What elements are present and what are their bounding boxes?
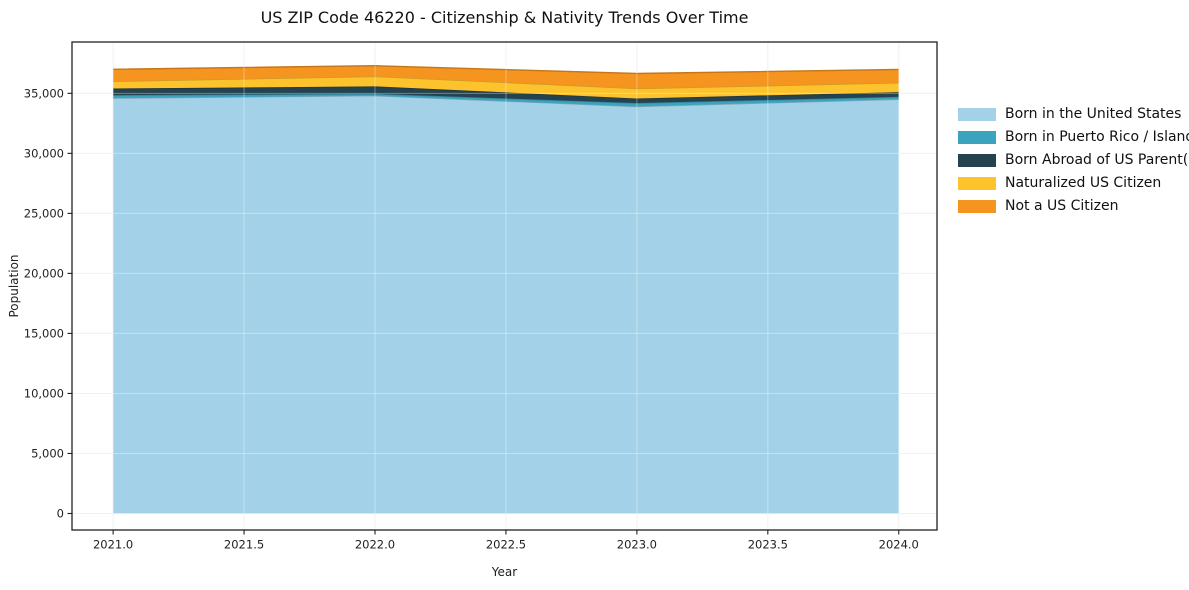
area-series-1 xyxy=(113,93,899,107)
area-edge-4 xyxy=(113,65,899,75)
y-tick-label: 0 xyxy=(57,506,64,520)
axis-frame xyxy=(71,41,938,531)
y-tick-label: 30,000 xyxy=(24,146,64,160)
x-tick-label: 2021.5 xyxy=(224,538,264,552)
area-series-3 xyxy=(113,76,899,99)
y-tick-label: 10,000 xyxy=(24,386,64,400)
legend-swatch-0 xyxy=(958,108,996,121)
legend-swatch-2 xyxy=(958,154,996,167)
area-series-0 xyxy=(113,95,899,514)
y-tick-label: 25,000 xyxy=(24,206,64,220)
chart-title: US ZIP Code 46220 - Citizenship & Nativi… xyxy=(260,8,749,27)
legend-label-1: Born in Puerto Rico / Islands xyxy=(1005,129,1189,145)
y-tick-label: 15,000 xyxy=(24,326,64,340)
legend-label-0: Born in the United States xyxy=(1005,106,1182,122)
legend-label-3: Naturalized US Citizen xyxy=(1005,175,1162,191)
legend-swatch-3 xyxy=(958,177,996,190)
x-tick-label: 2023.5 xyxy=(748,538,788,552)
x-tick-label: 2021.0 xyxy=(93,538,133,552)
x-tick-label: 2022.5 xyxy=(486,538,526,552)
area-series-4 xyxy=(113,65,899,89)
legend: Born in the United States Born in Puerto … xyxy=(958,103,1189,218)
y-tick-label: 5,000 xyxy=(31,446,64,460)
x-tick-label: 2024.0 xyxy=(879,538,919,552)
area-series-2 xyxy=(113,86,899,104)
legend-item-0: Born in the United States xyxy=(958,103,1189,126)
legend-item-2: Born Abroad of US Parent(s) xyxy=(958,149,1189,172)
legend-swatch-4 xyxy=(958,200,996,213)
x-axis-label: Year xyxy=(491,565,518,579)
legend-item-4: Not a US Citizen xyxy=(958,195,1189,218)
x-tick-label: 2023.0 xyxy=(617,538,657,552)
x-tick-label: 2022.0 xyxy=(355,538,395,552)
y-tick-label: 20,000 xyxy=(24,266,64,280)
y-tick-label: 35,000 xyxy=(24,86,64,100)
legend-swatch-1 xyxy=(958,131,996,144)
legend-label-4: Not a US Citizen xyxy=(1005,198,1119,214)
legend-item-1: Born in Puerto Rico / Islands xyxy=(958,126,1189,149)
y-axis-label: Population xyxy=(7,254,21,318)
legend-label-2: Born Abroad of US Parent(s) xyxy=(1005,152,1189,168)
legend-item-3: Naturalized US Citizen xyxy=(958,172,1189,195)
